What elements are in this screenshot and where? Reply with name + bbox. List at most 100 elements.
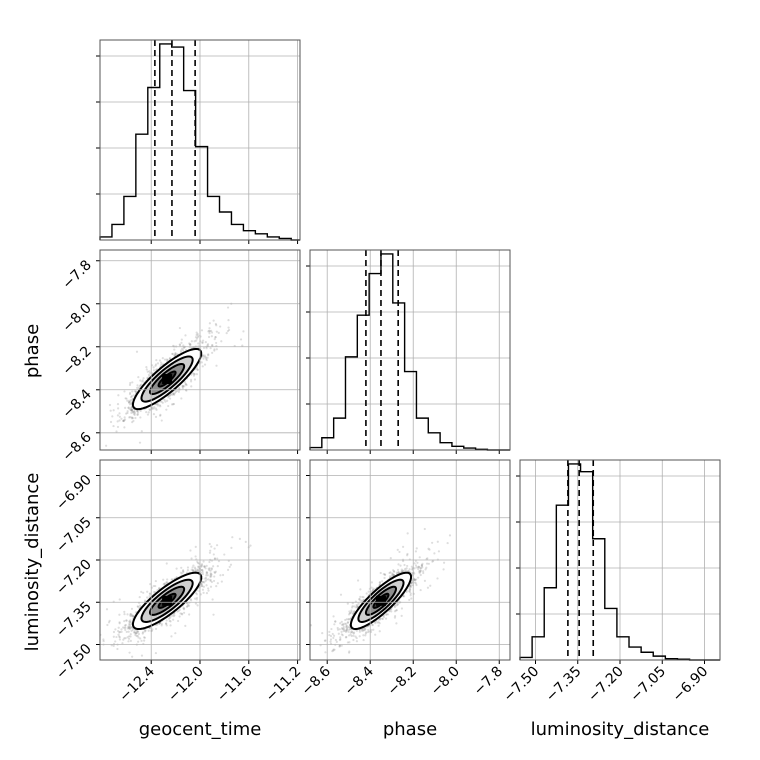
scatter-point: [117, 394, 120, 397]
scatter-point: [210, 575, 213, 578]
scatter-point: [358, 630, 361, 633]
scatter-point: [127, 625, 130, 628]
scatter-point: [130, 629, 133, 632]
scatter-point: [112, 409, 115, 412]
scatter-point: [184, 624, 187, 628]
scatter-point: [201, 564, 204, 567]
scatter-point: [158, 586, 161, 590]
scatter-point: [192, 564, 195, 567]
scatter-point: [174, 353, 177, 357]
scatter-point: [402, 594, 405, 598]
scatter-point: [215, 341, 218, 345]
scatter-point: [169, 620, 172, 623]
scatter-point: [126, 636, 129, 639]
scatter-point: [148, 409, 152, 412]
scatter-point: [152, 366, 155, 369]
scatter-point: [155, 403, 158, 406]
scatter-point: [196, 560, 199, 563]
scatter-point: [121, 642, 124, 645]
scatter-point: [181, 384, 185, 388]
scatter-point: [152, 369, 156, 372]
scatter-point: [208, 332, 211, 335]
scatter-point: [130, 409, 133, 413]
scatter-point: [328, 633, 331, 637]
scatter-point: [129, 627, 132, 631]
scatter-point: [129, 668, 131, 670]
scatter-point: [214, 336, 217, 339]
scatter-point: [197, 565, 200, 568]
scatter-point: [130, 406, 133, 409]
scatter-cloud: [100, 536, 252, 670]
scatter-point: [207, 330, 210, 333]
scatter-point: [170, 578, 173, 581]
scatter-point: [180, 341, 183, 344]
scatter-point: [149, 583, 152, 586]
scatter-point: [220, 580, 223, 583]
scatter-point: [152, 413, 156, 416]
scatter-point: [196, 332, 199, 336]
scatter-point: [211, 598, 214, 601]
scatter-point: [378, 618, 382, 621]
scatter-point: [167, 404, 170, 408]
scatter-point: [129, 623, 132, 626]
scatter-point: [136, 634, 139, 637]
scatter-point: [208, 567, 211, 570]
scatter-point: [123, 620, 126, 623]
scatter-point: [109, 409, 112, 412]
scatter-point: [244, 540, 247, 543]
scatter-point: [194, 567, 197, 571]
scatter-point: [128, 403, 132, 406]
scatter-point: [137, 375, 140, 379]
scatter-point: [203, 577, 207, 580]
scatter-point: [200, 565, 203, 568]
scatter-point: [397, 563, 400, 566]
scatter-point: [347, 625, 351, 629]
scatter-point: [148, 408, 151, 411]
scatter-point: [179, 351, 183, 354]
scatter-point: [114, 640, 117, 643]
scatter-point: [144, 629, 147, 632]
scatter-point: [205, 571, 208, 574]
scatter-point: [210, 580, 214, 584]
scatter-point: [228, 565, 231, 568]
scatter-point: [131, 655, 134, 658]
scatter-point: [186, 605, 189, 608]
scatter-point: [128, 399, 131, 402]
scatter-point: [162, 583, 165, 586]
scatter-point: [189, 344, 192, 347]
scatter-point: [115, 430, 118, 433]
scatter-point: [139, 384, 142, 387]
scatter-point: [202, 585, 206, 588]
scatter-point: [174, 352, 177, 355]
scatter-point: [362, 638, 365, 642]
scatter-point: [189, 549, 192, 552]
scatter-point: [159, 361, 163, 364]
scatter-point: [140, 590, 143, 593]
scatter-point: [145, 368, 148, 371]
scatter-point: [188, 613, 191, 616]
scatter-point: [148, 594, 151, 598]
scatter-point: [178, 386, 181, 389]
scatter-point: [114, 628, 117, 631]
scatter-point: [112, 644, 115, 647]
scatter-point: [201, 341, 204, 344]
scatter-point: [180, 566, 183, 569]
scatter-point: [349, 627, 352, 631]
scatter-point: [118, 638, 121, 641]
scatter-point: [191, 372, 194, 375]
scatter-point: [136, 605, 139, 608]
scatter-point: [137, 640, 140, 643]
scatter-point: [165, 619, 168, 622]
scatter-point: [231, 536, 234, 539]
scatter-point: [182, 346, 185, 350]
scatter-point: [146, 590, 149, 593]
scatter-point: [193, 566, 197, 569]
scatter-point: [220, 340, 223, 343]
scatter-point: [133, 412, 137, 415]
scatter-point: [195, 596, 199, 600]
scatter-point: [192, 374, 196, 377]
scatter-point: [189, 380, 193, 383]
scatter-point: [200, 568, 203, 572]
scatter-point: [221, 573, 225, 577]
